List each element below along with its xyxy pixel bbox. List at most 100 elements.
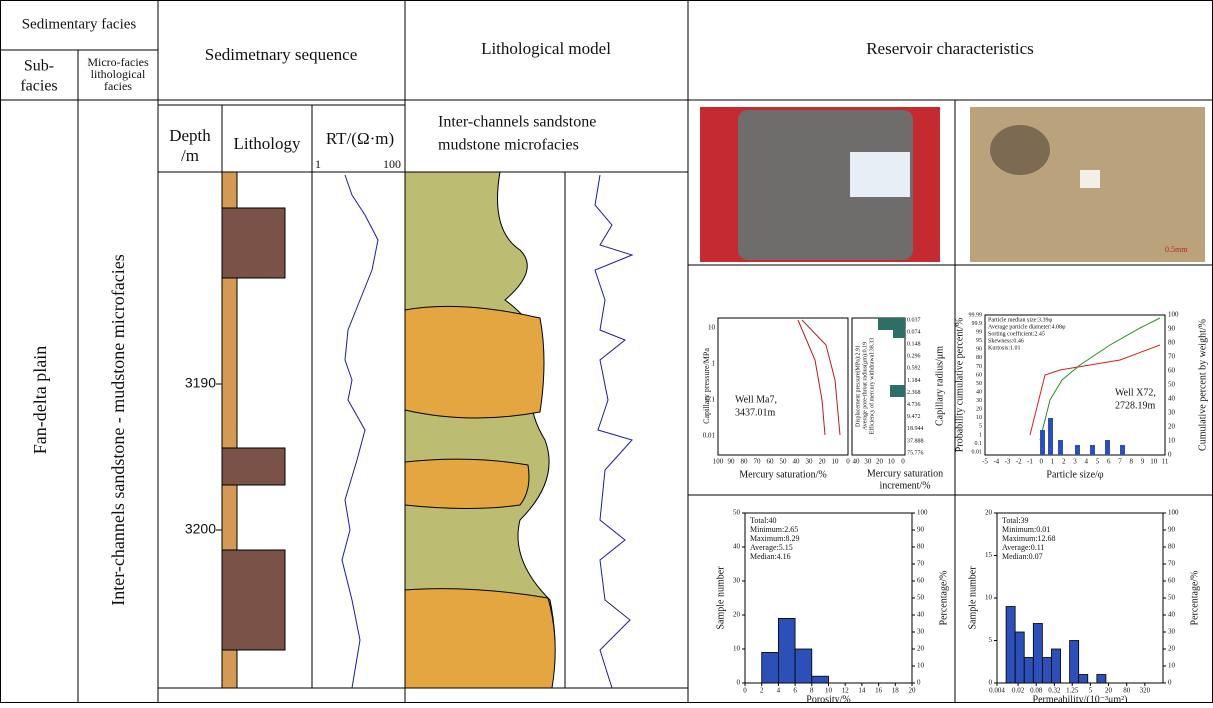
tick-label: 0.1 xyxy=(975,441,983,447)
tick-label: 50 xyxy=(976,381,982,387)
rt-min: 1 xyxy=(315,157,321,171)
tick-label: 80 xyxy=(1168,543,1176,551)
header-text: Sedimentary facies xyxy=(22,16,137,32)
stats-text: Total:40 xyxy=(750,516,777,525)
tick-label: 2 xyxy=(760,687,764,695)
tick-label: 60 xyxy=(767,458,775,466)
tick-label: 20 xyxy=(819,458,827,466)
bar xyxy=(1070,641,1079,684)
tick-label: 50 xyxy=(917,594,925,602)
tick-label: 20 xyxy=(976,407,982,413)
tick-label: 10 xyxy=(832,458,840,466)
tick-label: 40 xyxy=(733,543,741,551)
stats-text: Minimum:0.01 xyxy=(1002,525,1050,534)
subfacies-label: Fan-delta plain xyxy=(30,346,50,454)
tick-label: 99 xyxy=(976,330,982,336)
depth-label: 3190 xyxy=(185,375,216,391)
tick-label: 40 xyxy=(853,458,861,466)
tick-label: 37.888 xyxy=(907,438,924,444)
tick-label: 80 xyxy=(976,355,982,361)
tick-label: 30 xyxy=(1168,628,1176,636)
bar xyxy=(1097,675,1106,684)
tick-label: 10 xyxy=(733,645,741,653)
tick-label: 0.01 xyxy=(703,432,716,440)
tick-label: 10 xyxy=(1168,662,1176,670)
tick-label: 18 xyxy=(892,687,900,695)
stats-text: Sorting coefficient:2.45 xyxy=(988,330,1045,337)
axis-label: Permeability/(10⁻³μm²) xyxy=(1033,694,1128,703)
header-text: Lithological model xyxy=(481,39,611,58)
tick-label: 30 xyxy=(1168,409,1176,417)
tick-label: 0.037 xyxy=(907,317,921,323)
tick-label: 80 xyxy=(741,458,749,466)
capillary-plot xyxy=(718,318,848,455)
stats-text: Minimum:2.65 xyxy=(750,525,798,534)
axis-label: Cumulative percent by weight/% xyxy=(1197,319,1208,451)
axis-label: increment/% xyxy=(879,480,930,491)
column-header: RT/(Ω·m) xyxy=(326,129,394,148)
tick-label: 20 xyxy=(876,458,884,466)
axis-label: Mercury saturation xyxy=(867,468,943,479)
axis-label: Porosity/% xyxy=(806,694,850,703)
stats-text: Average:5.15 xyxy=(750,543,793,552)
axis-label: Sample number xyxy=(967,566,978,630)
tick-label: 30 xyxy=(864,458,872,466)
axis-label: Percentage/% xyxy=(1189,571,1200,626)
tick-label: 320 xyxy=(1140,687,1151,695)
tick-label: 60 xyxy=(1168,367,1176,375)
tick-label: 20 xyxy=(909,687,917,695)
tick-label: 0 xyxy=(1168,451,1172,459)
rt-curve xyxy=(342,175,378,688)
well-label: 3437.01m xyxy=(735,407,776,418)
tick-label: 11 xyxy=(1162,458,1169,466)
tick-label: 7 xyxy=(1118,458,1122,466)
tick-label: 10 xyxy=(1168,437,1176,445)
tick-label: 0 xyxy=(901,458,905,466)
tick-label: 90 xyxy=(976,347,982,353)
depth-label: 3200 xyxy=(185,521,216,537)
column-header: Lithology xyxy=(233,134,301,153)
stats-text: Particle median size:3.39φ xyxy=(988,317,1052,323)
tick-label: 0.004 xyxy=(989,687,1005,695)
tick-label: 0 xyxy=(1168,679,1172,687)
axis-label: Percentage/% xyxy=(938,571,949,626)
tick-label: 0 xyxy=(737,679,741,687)
tick-label: 100 xyxy=(1168,311,1179,319)
tick-label: 75.776 xyxy=(907,450,924,456)
tick-label: -1 xyxy=(1027,458,1033,466)
tick-label: 60 xyxy=(1168,577,1176,585)
capillary-curve xyxy=(798,320,840,435)
tick-label: 40 xyxy=(1168,611,1176,619)
tick-label: 80 xyxy=(917,543,925,551)
model-title: mudstone microfacies xyxy=(438,137,579,154)
tick-label: 16 xyxy=(875,687,883,695)
core-photo xyxy=(700,107,940,262)
tick-label: 0.296 xyxy=(907,354,921,360)
axis-label: Mercury saturation/% xyxy=(739,469,826,480)
stats-text: Maximum:12.68 xyxy=(1002,534,1056,543)
tick-label: 80 xyxy=(1168,339,1176,347)
tick-label: 40 xyxy=(1168,395,1176,403)
grain-bars xyxy=(1040,418,1125,455)
bar xyxy=(1015,632,1024,683)
bar xyxy=(1033,624,1042,684)
tick-label: 20 xyxy=(917,645,925,653)
tick-label: 60 xyxy=(917,577,925,585)
tick-label: 40 xyxy=(917,611,925,619)
note: Average pore-throat radius(μm):0.19 xyxy=(861,342,868,430)
bar xyxy=(1024,658,1033,684)
tick-label: 5 xyxy=(979,424,982,430)
tick-label: 10 xyxy=(1150,458,1158,466)
well-label: Well X72, xyxy=(1115,387,1156,398)
axis-label: Capillary radius/μm xyxy=(934,346,945,426)
tick-label: 0.01 xyxy=(972,449,983,455)
tick-label: 2.368 xyxy=(907,390,921,396)
tick-label: 0.592 xyxy=(907,366,921,372)
tick-label: 90 xyxy=(1168,325,1176,333)
figure: Sedimentary facies Sub- facies Micro-fac… xyxy=(0,0,1213,703)
axis-label: Probability cumulative percent/% xyxy=(954,318,965,452)
note: Displacement pressure(MPa):2.91 xyxy=(854,345,861,427)
tick-label: 10 xyxy=(917,662,925,670)
tick-label: 50 xyxy=(733,509,741,517)
tick-label: 100 xyxy=(713,458,724,466)
